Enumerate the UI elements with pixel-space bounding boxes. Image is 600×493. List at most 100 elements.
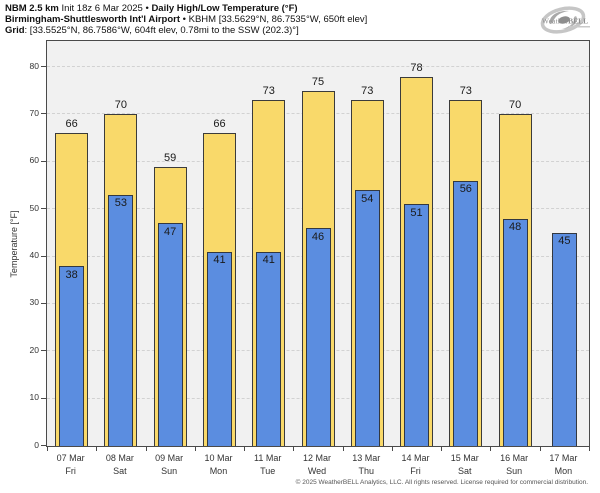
x-label-date: 17 Mar	[549, 453, 578, 463]
high-value-label: 70	[508, 99, 522, 112]
chart-title: Daily High/Low Temperature (°F)	[151, 3, 298, 14]
y-tick-20	[41, 350, 46, 352]
y-tick-0	[41, 445, 46, 446]
low-value-label: 47	[164, 225, 177, 238]
x-label-weekday: Sat	[458, 465, 472, 476]
y-tick-label-60: 60	[29, 155, 39, 166]
svg-text:WeatherBELL: WeatherBELL	[542, 17, 588, 26]
low-value-label: 53	[114, 197, 128, 210]
high-value-label: 66	[213, 118, 226, 131]
x-tick-label: 13 Mar Thu	[341, 452, 391, 477]
x-tick-11	[589, 447, 590, 451]
x-tick-8	[441, 447, 443, 451]
low-bar	[502, 218, 528, 446]
x-label-weekday: Fri	[65, 465, 76, 476]
weatherbell-logo: WeatherBELL	[536, 2, 596, 40]
y-tick-label-40: 40	[29, 250, 39, 261]
x-tick-label: 14 Mar Fri	[391, 452, 441, 477]
low-bar	[453, 180, 479, 446]
x-tick-label: 09 Mar Sun	[144, 452, 194, 477]
y-tick-label-20: 20	[29, 344, 39, 355]
x-tick-label: 07 Mar Fri	[46, 452, 96, 477]
x-label-weekday: Sat	[113, 465, 127, 476]
x-label-date: 13 Mar	[352, 453, 381, 463]
x-tick-label: 08 Mar Sat	[95, 452, 145, 477]
x-label-weekday: Sun	[161, 465, 178, 476]
low-bar	[157, 223, 183, 446]
low-bar	[354, 190, 380, 446]
x-tick-10	[539, 447, 541, 451]
grid-label: Grid	[5, 25, 25, 36]
x-label-weekday: Sun	[506, 465, 523, 476]
x-tick-1	[96, 447, 98, 451]
y-tick-label-50: 50	[29, 202, 39, 213]
x-label-date: 11 Mar	[254, 453, 282, 463]
x-label-date: 08 Mar	[105, 453, 134, 463]
x-tick-label: 17 Mar Mon	[538, 452, 588, 477]
x-tick-5	[293, 447, 295, 451]
high-value-label: 73	[459, 85, 472, 98]
x-tick-label: 10 Mar Mon	[193, 452, 243, 477]
low-value-label: 45	[558, 235, 571, 248]
low-value-label: 38	[65, 268, 78, 281]
y-tick-label-30: 30	[29, 297, 39, 308]
high-value-label: 70	[114, 99, 128, 112]
copyright-text: © 2025 WeatherBELL Analytics, LLC. All r…	[295, 479, 588, 486]
y-tick-label-10: 10	[29, 392, 39, 403]
x-tick-label: 16 Mar Sun	[489, 452, 539, 477]
x-label-date: 07 Mar	[56, 453, 85, 463]
x-label-date: 12 Mar	[302, 453, 331, 463]
high-value-label: 66	[65, 118, 78, 131]
y-tick-10	[41, 397, 46, 399]
x-tick-label: 12 Mar Wed	[292, 452, 342, 477]
x-label-weekday: Wed	[307, 465, 327, 476]
y-tick-30	[41, 302, 46, 304]
low-bar	[108, 194, 134, 446]
x-label-date: 09 Mar	[155, 453, 184, 463]
x-label-weekday: Fri	[410, 465, 421, 476]
header-line-2: Birmingham-Shuttlesworth Int'l Airport •…	[5, 14, 367, 25]
x-tick-7	[391, 447, 393, 451]
high-value-label: 75	[311, 75, 325, 88]
low-bar	[59, 266, 85, 446]
model-name: NBM 2.5 km	[5, 3, 59, 14]
y-tick-50	[41, 208, 46, 210]
x-label-weekday: Mon	[554, 465, 573, 476]
y-tick-80	[41, 66, 46, 68]
grid-coords: : [33.5525°N, 86.7586°W, 604ft elev, 0.7…	[24, 25, 299, 36]
station-name: Birmingham-Shuttlesworth Int'l Airport	[5, 14, 181, 25]
low-value-label: 51	[410, 206, 423, 219]
high-value-label: 59	[164, 151, 177, 164]
init-time: Init 18z 6 Mar 2025 •	[58, 3, 152, 14]
y-tick-label-0: 0	[34, 439, 39, 450]
logo-text-bell: BELL	[568, 17, 588, 26]
weatherbell-swirl-icon: WeatherBELL	[540, 6, 590, 34]
high-value-label: 73	[262, 85, 275, 98]
x-label-date: 15 Mar	[450, 453, 479, 463]
low-value-label: 41	[262, 254, 275, 267]
x-tick-2	[145, 447, 147, 451]
x-label-date: 16 Mar	[500, 453, 529, 463]
x-label-weekday: Tue	[260, 465, 276, 476]
low-bar	[404, 204, 430, 446]
x-tick-9	[490, 447, 492, 451]
y-tick-60	[41, 160, 46, 162]
high-value-label: 78	[410, 61, 423, 74]
low-bar	[305, 228, 331, 446]
y-tick-40	[41, 255, 46, 257]
x-label-date: 10 Mar	[204, 453, 233, 463]
x-tick-0	[47, 447, 48, 451]
x-label-date: 14 Mar	[401, 453, 430, 463]
header-line-3: Grid: [33.5525°N, 86.7586°W, 604ft elev,…	[5, 25, 367, 36]
plot-area: 66 38 70 53 59 47 66 41 73 41 75 46 73 54 78 51 73 56 70 48…	[46, 40, 590, 447]
x-tick-label: 15 Mar Sat	[440, 452, 490, 477]
low-value-label: 46	[311, 230, 325, 243]
low-value-label: 56	[459, 183, 472, 196]
y-tick-label-80: 80	[29, 60, 39, 71]
chart-header: NBM 2.5 km Init 18z 6 Mar 2025 • Daily H…	[5, 3, 367, 36]
header-line-1: NBM 2.5 km Init 18z 6 Mar 2025 • Daily H…	[5, 3, 367, 14]
y-tick-70	[41, 113, 46, 115]
x-label-weekday: Mon	[209, 465, 228, 476]
logo-text-weather: Weather	[542, 17, 568, 26]
